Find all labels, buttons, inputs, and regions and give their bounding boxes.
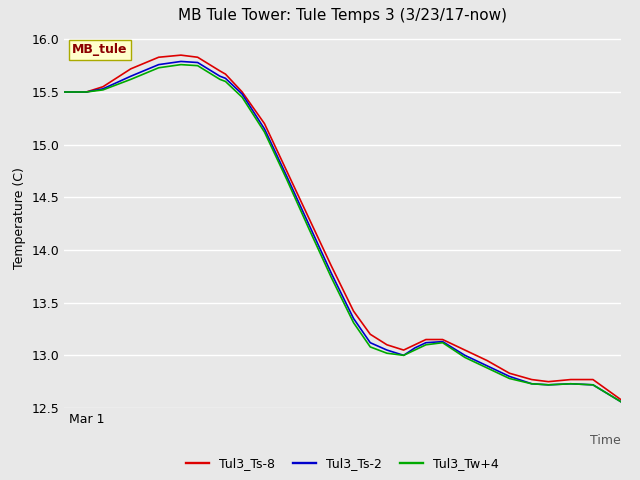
Tul3_Ts-8 (194, 54, 202, 60)
Tul3_Ts-8 (383, 342, 391, 348)
Tul3_Ts-8 (238, 89, 246, 95)
Tul3_Tw+4 (366, 344, 374, 350)
Text: Time: Time (590, 434, 621, 447)
Tul3_Ts-8 (506, 371, 513, 376)
Tul3_Ts-2 (99, 86, 107, 92)
Tul3_Tw+4 (83, 89, 90, 95)
Tul3_Ts-2 (617, 399, 625, 405)
Tul3_Ts-2 (366, 340, 374, 346)
Tul3_Ts-8 (366, 331, 374, 337)
Tul3_Tw+4 (99, 87, 107, 93)
Tul3_Ts-8 (567, 377, 575, 383)
Tul3_Tw+4 (177, 62, 185, 68)
Tul3_Tw+4 (328, 275, 335, 280)
Tul3_Ts-8 (411, 342, 419, 348)
Tul3_Ts-8 (349, 308, 357, 314)
Tul3_Ts-2 (155, 62, 163, 68)
Tul3_Ts-2 (305, 222, 313, 228)
Tul3_Ts-2 (483, 363, 491, 369)
Tul3_Ts-2 (260, 126, 268, 132)
Tul3_Tw+4 (216, 76, 224, 82)
Tul3_Tw+4 (305, 226, 313, 232)
Tul3_Ts-8 (400, 347, 408, 353)
Tul3_Tw+4 (461, 355, 468, 360)
Tul3_Tw+4 (155, 65, 163, 71)
Tul3_Tw+4 (483, 365, 491, 371)
Tul3_Ts-2 (177, 59, 185, 64)
Tul3_Ts-2 (589, 382, 596, 388)
Tul3_Ts-2 (127, 73, 134, 79)
Tul3_Ts-8 (483, 358, 491, 363)
Tul3_Tw+4 (422, 342, 430, 348)
Tul3_Ts-8 (283, 168, 291, 174)
Line: Tul3_Ts-8: Tul3_Ts-8 (64, 55, 621, 399)
Tul3_Ts-8 (83, 89, 90, 95)
Tul3_Ts-2 (383, 347, 391, 353)
Tul3_Tw+4 (221, 79, 229, 84)
Y-axis label: Temperature (C): Temperature (C) (13, 168, 26, 269)
Tul3_Ts-2 (349, 315, 357, 321)
Tul3_Ts-2 (461, 352, 468, 358)
Tul3_Tw+4 (528, 381, 536, 387)
Tul3_Tw+4 (194, 63, 202, 69)
Tul3_Ts-8 (127, 66, 134, 72)
Tul3_Ts-2 (83, 89, 90, 95)
Tul3_Ts-2 (528, 381, 536, 387)
Tul3_Ts-2 (283, 173, 291, 179)
Tul3_Ts-2 (60, 89, 68, 95)
Tul3_Ts-8 (328, 263, 335, 269)
Tul3_Tw+4 (506, 376, 513, 382)
Tul3_Ts-8 (260, 121, 268, 127)
Tul3_Ts-2 (216, 73, 224, 79)
Tul3_Ts-8 (99, 84, 107, 90)
Line: Tul3_Ts-2: Tul3_Ts-2 (64, 61, 621, 402)
Tul3_Ts-2 (506, 373, 513, 379)
Tul3_Ts-8 (461, 347, 468, 353)
Tul3_Tw+4 (238, 95, 246, 100)
Tul3_Ts-2 (194, 60, 202, 65)
Tul3_Tw+4 (60, 89, 68, 95)
Tul3_Ts-8 (422, 336, 430, 342)
Tul3_Tw+4 (260, 129, 268, 135)
Tul3_Ts-2 (400, 352, 408, 358)
Tul3_Ts-8 (216, 68, 224, 74)
Tul3_Ts-2 (567, 381, 575, 387)
Tul3_Ts-8 (545, 379, 552, 384)
Line: Tul3_Tw+4: Tul3_Tw+4 (64, 65, 621, 402)
Tul3_Tw+4 (283, 177, 291, 182)
Tul3_Ts-8 (439, 336, 447, 342)
Tul3_Ts-8 (177, 52, 185, 58)
Tul3_Ts-2 (411, 345, 419, 351)
Tul3_Tw+4 (545, 382, 552, 388)
Tul3_Ts-2 (439, 339, 447, 345)
Tul3_Ts-8 (60, 89, 68, 95)
Tul3_Tw+4 (383, 350, 391, 356)
Tul3_Ts-8 (221, 71, 229, 77)
Tul3_Ts-8 (155, 54, 163, 60)
Tul3_Ts-2 (238, 91, 246, 97)
Tul3_Ts-8 (528, 377, 536, 383)
Tul3_Ts-2 (422, 340, 430, 346)
Tul3_Tw+4 (127, 76, 134, 82)
Tul3_Tw+4 (349, 320, 357, 325)
Tul3_Tw+4 (400, 352, 408, 358)
Tul3_Tw+4 (411, 347, 419, 353)
Legend: Tul3_Ts-8, Tul3_Ts-2, Tul3_Tw+4: Tul3_Ts-8, Tul3_Ts-2, Tul3_Tw+4 (181, 452, 504, 475)
Tul3_Tw+4 (589, 382, 596, 388)
Tul3_Ts-2 (221, 75, 229, 81)
Tul3_Ts-8 (617, 396, 625, 402)
Title: MB Tule Tower: Tule Temps 3 (3/23/17-now): MB Tule Tower: Tule Temps 3 (3/23/17-now… (178, 9, 507, 24)
Tul3_Ts-2 (328, 270, 335, 276)
Tul3_Ts-8 (589, 377, 596, 383)
Tul3_Tw+4 (617, 399, 625, 405)
Tul3_Ts-2 (545, 382, 552, 388)
Tul3_Tw+4 (567, 381, 575, 387)
Tul3_Ts-8 (305, 216, 313, 221)
Text: MB_tule: MB_tule (72, 44, 128, 57)
Tul3_Tw+4 (439, 340, 447, 346)
